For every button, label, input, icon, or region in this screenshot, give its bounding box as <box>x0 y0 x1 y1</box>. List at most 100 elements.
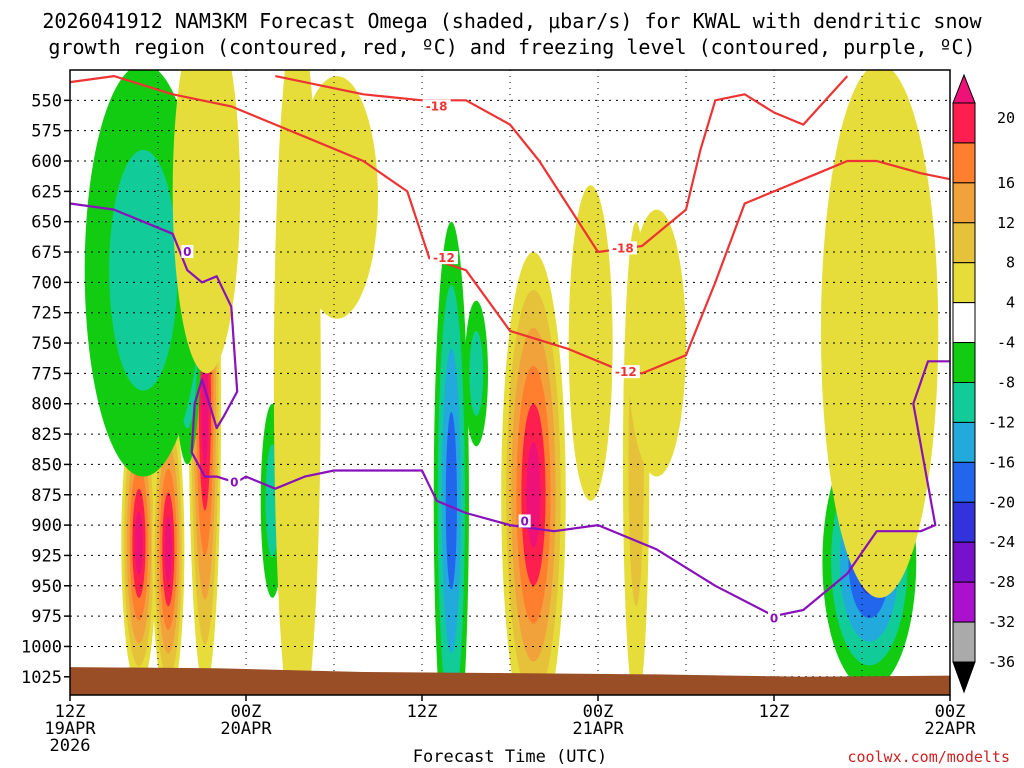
pressure-tick-label: 825 <box>31 425 62 445</box>
colorbar-box <box>952 182 976 224</box>
pressure-tick-label: 650 <box>31 213 62 233</box>
contour-label: -12 <box>615 365 637 379</box>
omega-contour-fill <box>568 185 613 501</box>
chart-title-line-1: 2026041912 NAM3KM Forecast Omega (shaded… <box>42 9 982 33</box>
omega-contour-fill <box>109 149 178 391</box>
colorbar-label: 16 <box>997 174 1015 192</box>
colorbar-label: -20 <box>988 493 1015 511</box>
terrain-surface <box>70 667 950 695</box>
colorbar-label: -4 <box>997 334 1015 352</box>
plot-area: -18 -12 -18 -12 0 0 0 0 <box>69 69 951 696</box>
contour-label-bg <box>611 365 640 379</box>
site-credit: coolwx.com/modelts <box>847 748 1010 766</box>
pressure-tick-label: 850 <box>31 455 62 475</box>
contour-label-bg <box>430 251 458 265</box>
colorbar-label: 8 <box>1006 254 1015 272</box>
freezing-level-contour <box>70 202 950 618</box>
time-tick-label: 00Z <box>231 702 262 722</box>
colorbar-label: -16 <box>988 453 1015 471</box>
pressure-tick-label: 925 <box>31 546 62 566</box>
pressure-tick-label: 550 <box>31 91 62 111</box>
colorbar-label: 20 <box>997 109 1015 127</box>
colorbar-box <box>952 262 976 304</box>
colorbar-box <box>952 102 976 144</box>
omega-cell <box>820 70 939 598</box>
pressure-tick-label: 875 <box>31 486 62 506</box>
pressure-tick-label: 800 <box>31 395 62 415</box>
pressure-tick-label: 700 <box>31 273 62 293</box>
plot-frame <box>69 69 951 696</box>
pressure-tick-label: 1000 <box>21 637 62 657</box>
contour-label-bg <box>228 475 241 489</box>
pressure-tick-label: 1025 <box>21 668 62 688</box>
pressure-tick-label: 775 <box>31 364 62 384</box>
time-tick-label: 12Z <box>759 702 790 722</box>
colorbar-box <box>952 222 976 264</box>
colorbar-box <box>952 581 976 623</box>
time-tick-label: 19APR <box>44 719 96 739</box>
time-tick-label: 2026 <box>50 736 91 756</box>
omega-contour-fill <box>295 76 378 319</box>
contour-label: 0 <box>520 514 528 528</box>
contour-label-bg <box>518 514 531 528</box>
omega-cell <box>433 221 469 695</box>
contour-label: 0 <box>770 612 778 626</box>
colorbar-bottom-arrow <box>952 661 976 694</box>
colorbar-box <box>952 621 976 663</box>
omega-contour-fill <box>172 70 241 374</box>
colorbar-box <box>952 342 976 384</box>
colorbar-label: 4 <box>1006 294 1015 312</box>
pressure-tick-label: 675 <box>31 243 62 263</box>
contour-label-bg <box>422 99 451 113</box>
colorbar-box <box>952 421 976 463</box>
pressure-axis: 550 575 600 625 650 675 700 725 750 775 800 825 850 8… <box>21 91 70 688</box>
pressure-tick-label: 950 <box>31 577 62 597</box>
colorbar-box <box>952 461 976 503</box>
omega-cell <box>295 76 378 319</box>
pressure-tick-label: 750 <box>31 334 62 354</box>
omega-cell <box>627 209 687 477</box>
omega-cell <box>84 70 202 477</box>
chart-title-line-2: growth region (contoured, red, ºC) and f… <box>48 35 975 59</box>
pressure-tick-label: 725 <box>31 304 62 324</box>
contour-label: -18 <box>612 241 634 255</box>
omega-shading <box>84 70 939 695</box>
contour-label-bg <box>768 611 780 625</box>
omega-contour-fill <box>164 516 172 583</box>
time-tick-label: 00Z <box>583 702 614 722</box>
pressure-tick-label: 975 <box>31 607 62 627</box>
colorbar-box <box>952 501 976 543</box>
time-tick-label: 00Z <box>935 702 966 722</box>
contour-label: 0 <box>230 476 238 490</box>
contour-label-bg <box>181 245 194 259</box>
contour-label: -18 <box>426 99 448 113</box>
colorbar-box <box>952 382 976 423</box>
omega-cell <box>172 70 241 374</box>
colorbar-box <box>952 142 976 184</box>
omega-contour-fill <box>135 511 143 576</box>
omega-cell <box>152 397 185 695</box>
terrain-fill <box>70 667 950 695</box>
omega-contour-fill <box>820 70 939 598</box>
time-tick-label: 22APR <box>924 719 976 739</box>
dgz-minus12-contour <box>70 75 950 375</box>
colorbar-label: -12 <box>988 413 1015 431</box>
time-tick-label: 12Z <box>407 702 438 722</box>
omega-cell <box>568 185 613 501</box>
colorbar-label: -36 <box>988 653 1015 671</box>
colorbar-label: -8 <box>997 374 1015 392</box>
colorbar-box <box>952 302 976 344</box>
omega-contour-fill <box>627 209 687 477</box>
colorbar-top-arrow <box>952 73 976 104</box>
colorbar-label: -24 <box>988 533 1015 551</box>
time-tick-label: 21APR <box>572 719 624 739</box>
contour-label: -12 <box>433 251 455 265</box>
colorbar: 20 16 12 8 4 -4 -8 -12 -16 -20 -24 -28 -32 -36 <box>952 73 1015 694</box>
contour-labels: -18 -12 -18 -12 0 0 0 0 <box>181 99 780 626</box>
colorbar-label: -32 <box>988 613 1015 631</box>
contour-label-bg <box>608 241 637 255</box>
pressure-tick-label: 900 <box>31 516 62 536</box>
colorbar-label: -28 <box>988 573 1015 591</box>
